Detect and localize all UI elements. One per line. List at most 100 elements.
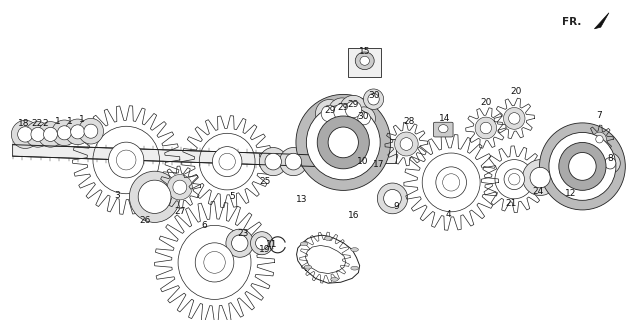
Ellipse shape — [549, 132, 616, 200]
Text: 30: 30 — [368, 92, 379, 100]
Ellipse shape — [368, 93, 379, 105]
Ellipse shape — [384, 189, 401, 207]
Ellipse shape — [251, 232, 273, 255]
Ellipse shape — [259, 148, 287, 176]
Text: 25: 25 — [259, 177, 271, 186]
Ellipse shape — [442, 174, 459, 191]
Ellipse shape — [355, 52, 374, 69]
Ellipse shape — [358, 112, 370, 125]
Ellipse shape — [52, 120, 77, 146]
Circle shape — [331, 277, 338, 281]
Ellipse shape — [285, 153, 302, 170]
Text: 6: 6 — [201, 221, 207, 230]
Ellipse shape — [109, 142, 144, 178]
Text: 12: 12 — [565, 189, 577, 198]
Circle shape — [351, 248, 358, 252]
Ellipse shape — [345, 101, 362, 118]
FancyBboxPatch shape — [366, 139, 396, 163]
Ellipse shape — [256, 237, 268, 250]
Ellipse shape — [504, 108, 525, 129]
Ellipse shape — [328, 98, 356, 126]
Ellipse shape — [307, 105, 380, 180]
Text: 3: 3 — [114, 191, 120, 200]
Ellipse shape — [213, 147, 242, 177]
Text: 20: 20 — [480, 98, 492, 107]
Ellipse shape — [167, 174, 192, 200]
Ellipse shape — [138, 180, 171, 213]
Text: 14: 14 — [439, 114, 450, 123]
Ellipse shape — [195, 243, 234, 282]
Polygon shape — [13, 145, 341, 167]
Ellipse shape — [316, 100, 343, 128]
Ellipse shape — [38, 122, 63, 147]
Text: 23: 23 — [237, 229, 249, 238]
Text: 29: 29 — [337, 103, 348, 112]
Ellipse shape — [353, 107, 375, 130]
Text: 2: 2 — [43, 119, 48, 128]
Ellipse shape — [540, 123, 625, 210]
Ellipse shape — [569, 152, 596, 180]
Ellipse shape — [400, 138, 413, 150]
Polygon shape — [594, 13, 609, 29]
Circle shape — [324, 236, 332, 240]
Ellipse shape — [25, 122, 50, 147]
Ellipse shape — [328, 127, 358, 158]
Text: 28: 28 — [403, 117, 415, 126]
Ellipse shape — [593, 132, 606, 146]
Text: 17: 17 — [373, 160, 384, 169]
Circle shape — [351, 266, 358, 270]
Ellipse shape — [339, 95, 367, 124]
Ellipse shape — [65, 119, 90, 145]
Ellipse shape — [530, 167, 550, 188]
Ellipse shape — [600, 153, 620, 173]
Ellipse shape — [604, 157, 616, 169]
Ellipse shape — [265, 153, 281, 170]
Ellipse shape — [129, 171, 180, 222]
Ellipse shape — [31, 127, 45, 141]
Ellipse shape — [334, 104, 350, 120]
Text: 29: 29 — [348, 100, 359, 109]
Ellipse shape — [44, 127, 57, 141]
Text: 27: 27 — [174, 207, 186, 216]
Circle shape — [300, 242, 308, 246]
FancyBboxPatch shape — [433, 122, 453, 137]
Ellipse shape — [84, 124, 98, 138]
Ellipse shape — [475, 117, 497, 139]
Ellipse shape — [71, 125, 85, 139]
Ellipse shape — [173, 180, 187, 194]
Ellipse shape — [219, 153, 235, 170]
Ellipse shape — [321, 105, 338, 122]
Text: 1: 1 — [55, 117, 61, 126]
Ellipse shape — [363, 89, 384, 109]
Text: 29: 29 — [324, 106, 336, 115]
Text: 18: 18 — [18, 119, 30, 128]
Text: 4: 4 — [445, 210, 451, 219]
Ellipse shape — [11, 120, 39, 148]
Text: 9: 9 — [393, 202, 399, 211]
Ellipse shape — [232, 235, 248, 252]
FancyBboxPatch shape — [348, 48, 381, 77]
Ellipse shape — [436, 167, 466, 198]
Ellipse shape — [522, 160, 558, 196]
Ellipse shape — [116, 150, 136, 170]
Text: 1: 1 — [79, 116, 85, 124]
Text: 24: 24 — [532, 188, 543, 196]
Text: 22: 22 — [31, 119, 42, 128]
Ellipse shape — [226, 229, 254, 257]
Ellipse shape — [57, 126, 71, 140]
Ellipse shape — [78, 118, 103, 144]
Ellipse shape — [377, 183, 408, 214]
Text: 5: 5 — [229, 192, 235, 201]
Text: 15: 15 — [359, 47, 370, 56]
Circle shape — [304, 265, 312, 269]
Text: 20: 20 — [510, 87, 522, 96]
Text: 26: 26 — [139, 216, 151, 225]
Ellipse shape — [504, 169, 524, 189]
Ellipse shape — [296, 94, 391, 190]
Ellipse shape — [204, 252, 225, 273]
Ellipse shape — [559, 142, 606, 190]
Ellipse shape — [394, 132, 418, 156]
Ellipse shape — [480, 122, 492, 134]
Text: 21: 21 — [505, 199, 517, 208]
Ellipse shape — [596, 135, 603, 143]
